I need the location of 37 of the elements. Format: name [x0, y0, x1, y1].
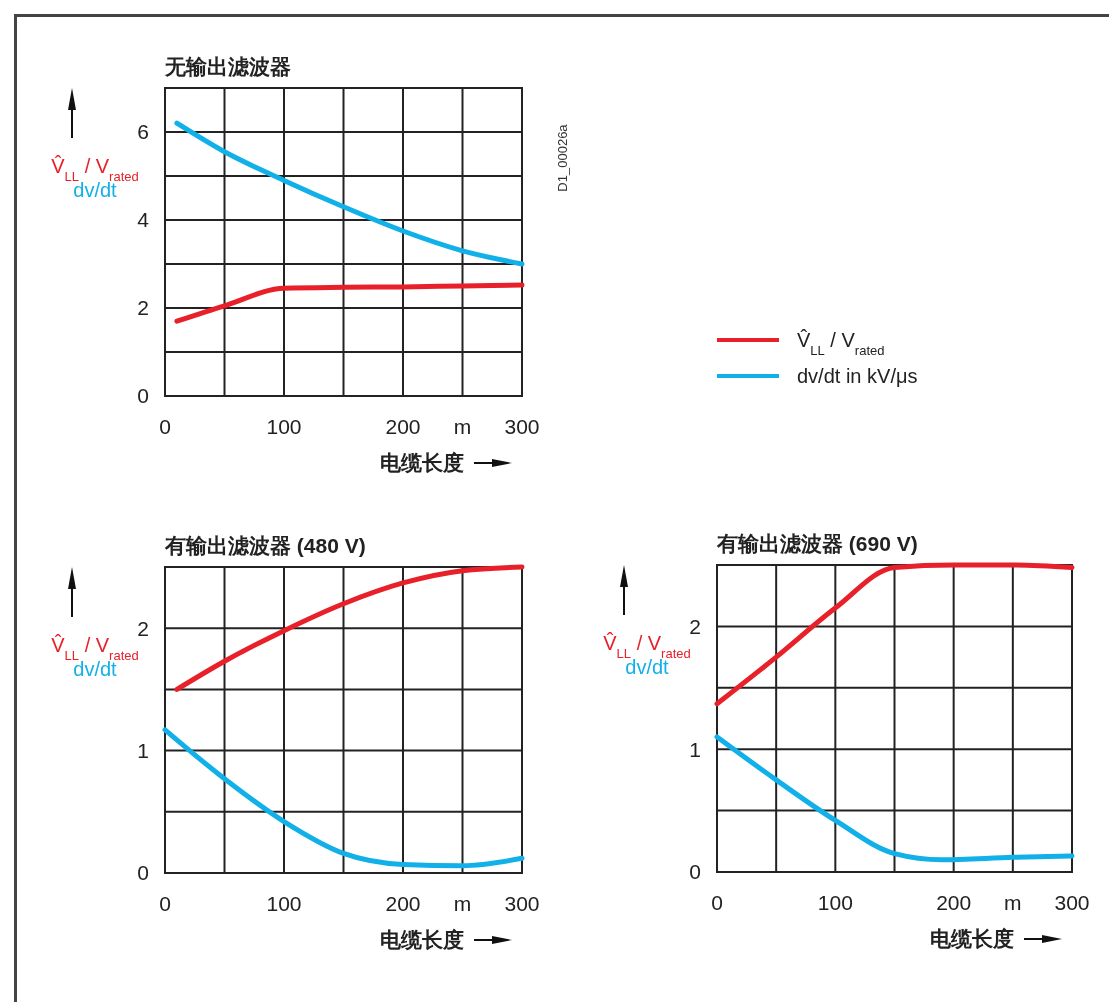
- x-tick-label: 200: [385, 415, 421, 438]
- chart-title: 有输出滤波器 (690 V): [716, 532, 918, 555]
- y-tick-label: 1: [689, 737, 701, 761]
- x-tick-label: 300: [1054, 891, 1090, 914]
- y-tick-label: 6: [137, 120, 149, 144]
- x-tick-label: 300: [504, 892, 540, 915]
- y-tick-label: 0: [137, 384, 149, 408]
- x-tick-label: 100: [266, 892, 302, 915]
- x-axis-title: 电缆长度: [380, 928, 464, 951]
- y-tick-label: 2: [137, 616, 149, 640]
- text: D1_00026a: [555, 123, 570, 192]
- x-tick-label: 0: [159, 892, 171, 915]
- y-axis-title: V̂$_{LL}$ / V$_{rated}$ dv/dt: [603, 631, 691, 678]
- x-tick-label: 0: [159, 415, 171, 438]
- legend-label: V̂$_{LL}$ / V$_{rated}$: [797, 328, 885, 358]
- x-tick-label: 300: [504, 415, 540, 438]
- chart-title: 无输出滤波器: [164, 55, 291, 78]
- y-tick-label: 0: [689, 860, 701, 884]
- y-tick-label: 1: [137, 738, 149, 762]
- x-tick-label: 100: [817, 891, 853, 914]
- chart-title: 有输出滤波器 (480 V): [164, 534, 366, 557]
- x-tick-label: 0: [711, 891, 723, 914]
- legend-label: dv/dt in kV/μs: [797, 365, 918, 387]
- y-tick-label: 2: [689, 614, 701, 638]
- x-tick-label: 100: [266, 415, 302, 438]
- x-tick-label: 200: [385, 892, 421, 915]
- x-tick-label: 200: [936, 891, 972, 914]
- x-tick-label: m: [453, 892, 472, 915]
- y-tick-label: 0: [137, 861, 149, 885]
- x-tick-label: m: [453, 415, 472, 438]
- x-axis-title: 电缆长度: [930, 927, 1014, 950]
- x-tick-label: m: [1004, 891, 1022, 914]
- y-tick-label: 4: [137, 208, 150, 232]
- y-tick-label: 2: [137, 296, 149, 320]
- y-axis-title: V̂$_{LL}$ / V$_{rated}$ dv/dt: [51, 154, 139, 201]
- x-axis-title: 电缆长度: [380, 451, 464, 474]
- y-axis-title: V̂$_{LL}$ / V$_{rated}$ dv/dt: [51, 633, 139, 680]
